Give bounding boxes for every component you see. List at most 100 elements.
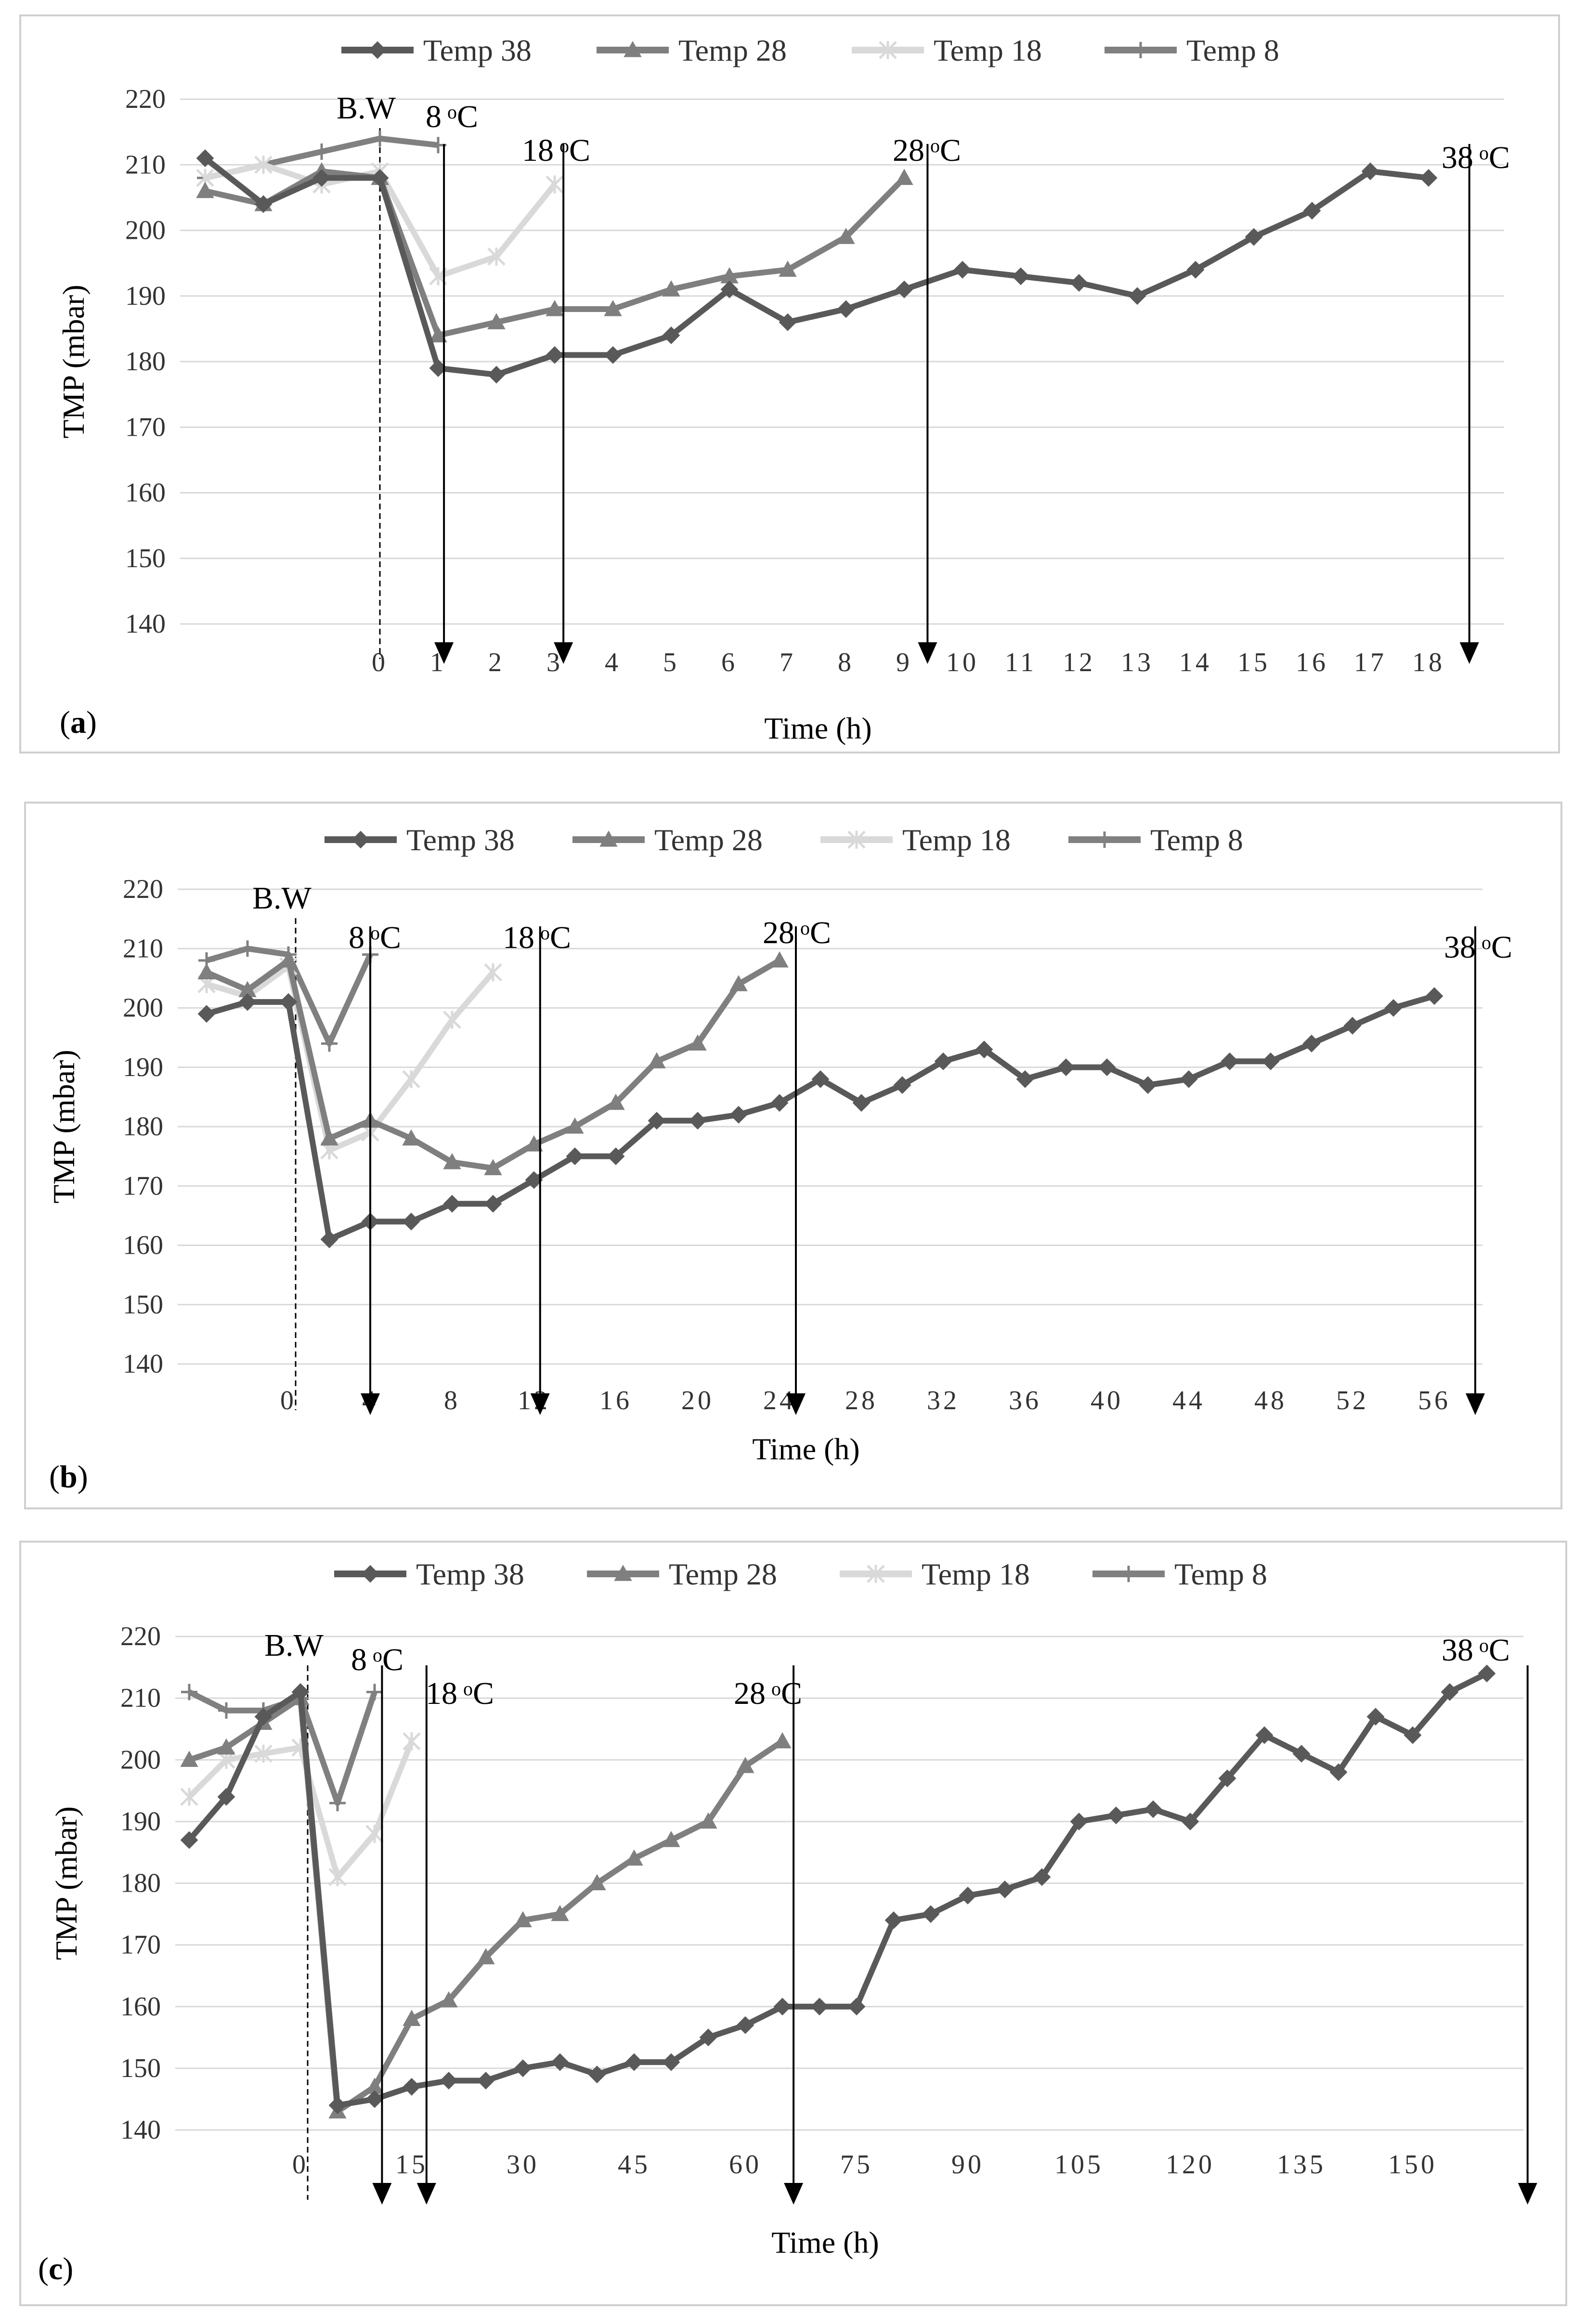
data-point <box>773 1998 792 2016</box>
degree-sign: o <box>1479 1635 1489 1656</box>
panel-label-close: ) <box>78 1459 88 1494</box>
data-point <box>197 963 216 980</box>
panel-label-close: ) <box>86 705 97 740</box>
data-point <box>1404 1726 1422 1744</box>
data-point <box>1144 1800 1162 1818</box>
series-line-temp-18 <box>187 1740 415 1880</box>
data-point <box>1425 987 1443 1005</box>
x-tick-label: 6 <box>721 648 738 677</box>
celsius-unit: C <box>1489 1633 1510 1668</box>
legend-label: Temp 8 <box>1186 33 1279 67</box>
y-tick-label: 210 <box>123 934 163 963</box>
x-tick-label: 14 <box>1179 648 1212 677</box>
temperature-value: 8 <box>351 1642 367 1677</box>
end-arrow-head <box>361 1393 380 1415</box>
data-point <box>604 346 622 364</box>
celsius-unit: C <box>457 99 478 134</box>
x-tick-label: 9 <box>896 648 912 677</box>
data-point <box>847 1998 866 2016</box>
x-tick-label: 18 <box>1412 648 1445 677</box>
data-point <box>729 1105 748 1124</box>
x-tick-label: 105 <box>1054 2150 1104 2180</box>
data-point <box>514 2059 532 2077</box>
data-point <box>662 280 680 297</box>
y-tick-label: 170 <box>123 1171 163 1201</box>
data-point <box>402 1070 420 1089</box>
y-tick-label: 140 <box>120 2115 161 2145</box>
temperature-value: 28 <box>893 133 924 168</box>
data-point <box>254 195 273 213</box>
end-arrow-head <box>1518 2183 1537 2205</box>
degree-sign: o <box>1479 142 1489 164</box>
data-point <box>546 175 564 194</box>
legend-marker <box>879 41 897 59</box>
data-point <box>662 2053 680 2071</box>
y-tick-label: 200 <box>123 993 163 1023</box>
x-tick-label: 7 <box>780 648 796 677</box>
data-point <box>810 1998 829 2016</box>
temperature-label: 18 oC <box>503 920 571 955</box>
x-tick-label: 52 <box>1336 1386 1369 1415</box>
data-point <box>365 1825 384 1843</box>
panel-label: (b) <box>49 1459 88 1494</box>
data-point <box>329 1794 346 1811</box>
data-point <box>403 2077 421 2096</box>
data-point <box>1478 1664 1496 1683</box>
data-point <box>1098 1058 1116 1077</box>
data-point <box>837 300 855 318</box>
temperature-label: 18 oC <box>522 133 590 168</box>
data-point <box>1128 287 1146 305</box>
data-point <box>1361 162 1379 181</box>
y-tick-label: 140 <box>123 1349 163 1379</box>
legend-label: Temp 38 <box>406 823 515 857</box>
data-point <box>604 299 622 316</box>
data-point <box>487 365 506 384</box>
data-point <box>1302 1035 1321 1052</box>
data-point <box>1107 1806 1125 1824</box>
degree-sign: o <box>930 135 940 156</box>
celsius-unit: C <box>1491 930 1512 965</box>
data-point <box>1057 1058 1075 1077</box>
legend-label: Temp 18 <box>922 1557 1030 1591</box>
data-point <box>546 346 564 364</box>
data-point <box>770 1094 789 1112</box>
data-point <box>588 1874 606 1891</box>
panel-label: (c) <box>38 2251 73 2286</box>
data-point <box>1245 228 1263 246</box>
data-point <box>477 2072 495 2090</box>
y-tick-label: 210 <box>120 1683 161 1713</box>
data-point <box>699 2028 717 2047</box>
legend-label: Temp 18 <box>934 33 1042 67</box>
data-point <box>895 280 913 299</box>
x-tick-label: 13 <box>1121 648 1154 677</box>
x-tick-label: 75 <box>840 2150 873 2180</box>
panel-label-letter: c <box>49 2251 63 2286</box>
data-point <box>893 1076 911 1094</box>
temperature-label: 8 oC <box>349 920 401 955</box>
data-point <box>365 2090 384 2108</box>
data-point <box>217 1788 235 1806</box>
data-point <box>996 1880 1014 1898</box>
legend-marker <box>368 41 387 59</box>
data-point <box>662 326 680 344</box>
data-point <box>607 1093 625 1110</box>
data-point <box>254 1708 273 1726</box>
data-point <box>484 963 502 982</box>
x-tick-label: 60 <box>729 2150 762 2180</box>
x-tick-label: 150 <box>1388 2150 1437 2180</box>
x-tick-label: 44 <box>1172 1386 1205 1415</box>
temperature-label: 38 oC <box>1444 930 1512 965</box>
data-point <box>487 247 506 266</box>
data-point <box>254 156 273 174</box>
backwash-label: B.W <box>252 881 312 916</box>
data-point <box>1070 1812 1088 1831</box>
data-point <box>1186 260 1205 279</box>
data-point <box>443 1153 461 1169</box>
end-arrow-head <box>918 642 937 664</box>
data-point <box>588 2065 606 2084</box>
data-point <box>1180 1070 1198 1088</box>
backwash-label: B.W <box>264 1628 324 1663</box>
panel-label-open: ( <box>60 705 70 740</box>
x-tick-label: 0 <box>372 648 388 677</box>
data-point <box>837 228 855 244</box>
